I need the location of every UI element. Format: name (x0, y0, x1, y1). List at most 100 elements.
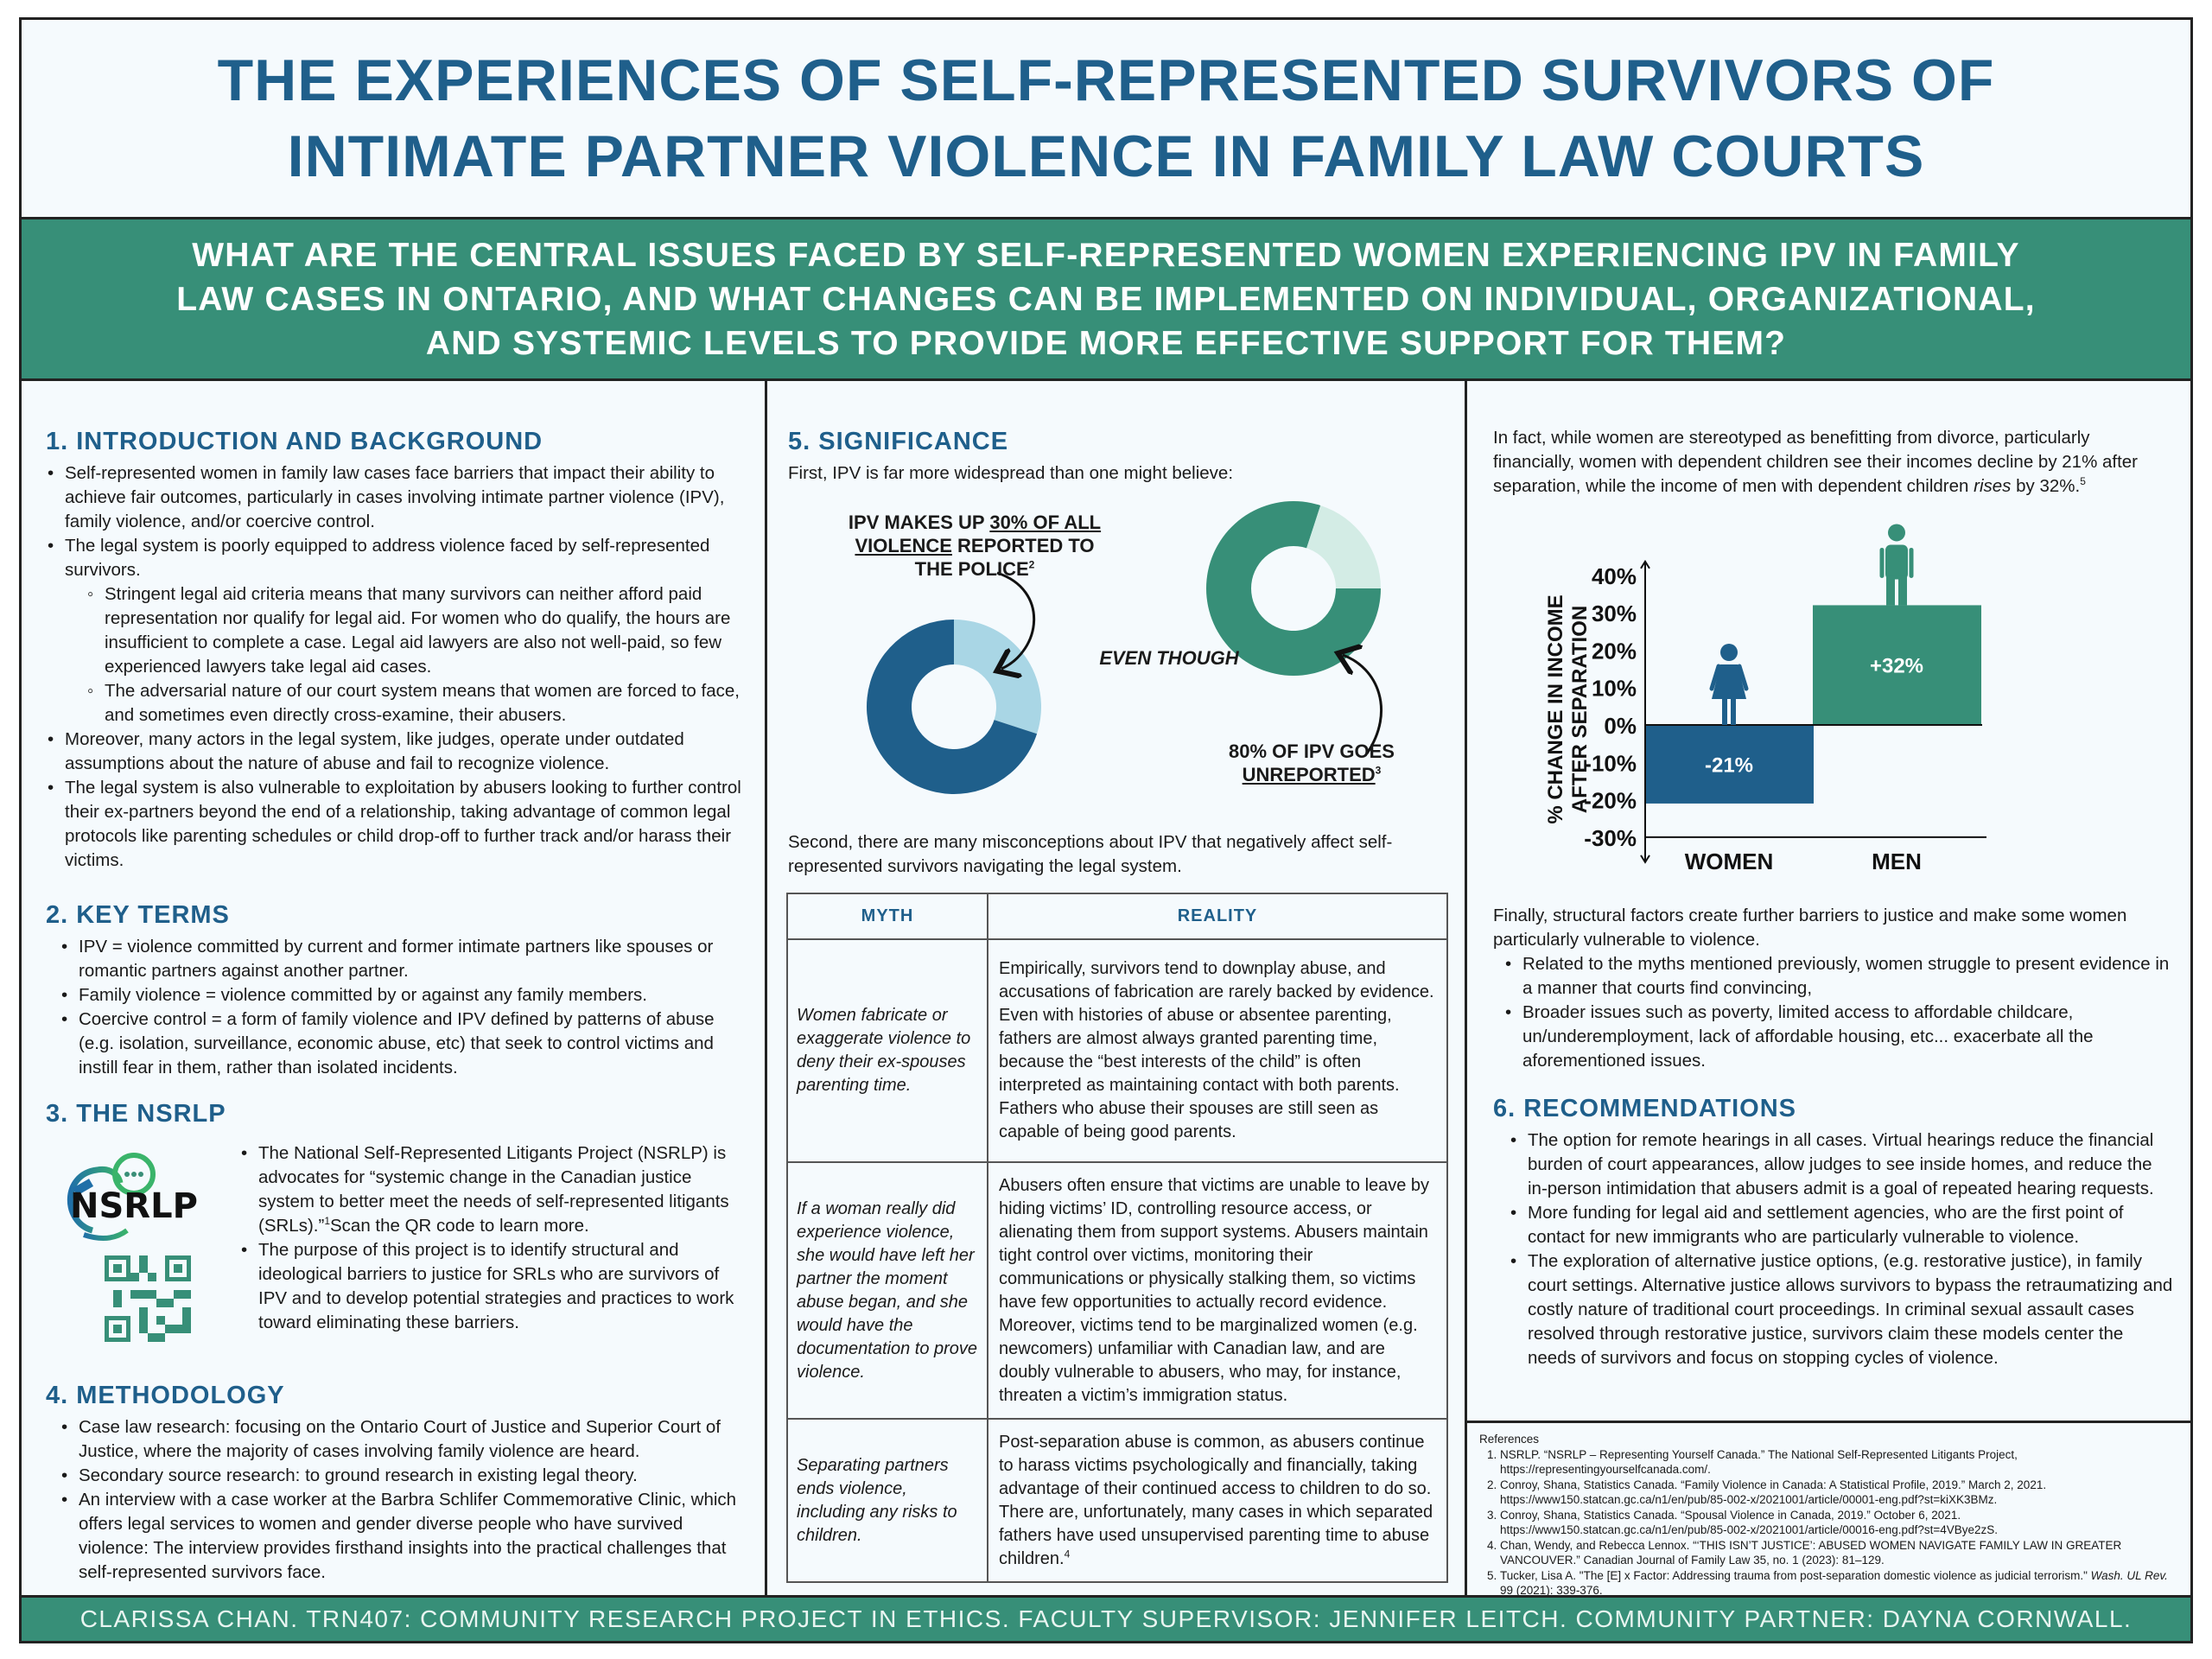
bar-men (1813, 605, 1981, 725)
arms (1709, 664, 1749, 691)
reality-text: Post-separation abuse is common, as abus… (999, 1432, 1433, 1568)
question-line: LAW CASES IN ONTARIO, AND WHAT CHANGES C… (176, 280, 2036, 318)
list-item-text: The National Self-Represented Litigants … (258, 1143, 729, 1236)
donut-slice (1206, 501, 1381, 676)
column-header-myth: MYTH (786, 893, 988, 940)
list-item: An interview with a case worker at the B… (60, 1488, 746, 1585)
body (1712, 664, 1746, 699)
list-item: The legal system is poorly equipped to a… (46, 534, 746, 728)
bar-women (1645, 725, 1814, 804)
section-heading: 5. SIGNIFICANCE (788, 428, 1009, 455)
y-tick-label: -20% (1584, 788, 1637, 814)
head (1888, 524, 1905, 542)
y-axis-title-line: AFTER SEPARATION (1568, 606, 1592, 813)
list-item: Self-represented women in family law cas… (46, 461, 746, 534)
emphasis: rises (1974, 476, 2012, 496)
references-heading: References (1479, 1433, 1540, 1446)
list-item: IPV = violence committed by current and … (60, 935, 746, 983)
qr-code[interactable] (105, 1255, 191, 1342)
myth-reality-table: MYTH REALITY Women fabricate or exaggera… (786, 893, 1448, 1583)
column-header-reality: REALITY (987, 893, 1448, 940)
list-item: Coercive control = a form of family viol… (60, 1007, 746, 1080)
section-methodology: 4. METHODOLOGY Case law research: focusi… (46, 1382, 746, 1585)
leg (1886, 575, 1895, 606)
donut2-label: 80% of IPV goes unreported3 (1225, 740, 1398, 786)
list-item-text: The legal system is poorly equipped to a… (65, 536, 710, 580)
label-text: reported to the police (914, 535, 1095, 580)
title-line: INTIMATE PARTNER VIOLENCE IN FAMILY LAW … (287, 124, 1925, 189)
y-axis-title: % CHANGE IN INCOMEAFTER SEPARATION (1544, 594, 1592, 823)
reference-text: 99 (2021): 339-376. (1500, 1584, 1603, 1597)
leg (1731, 699, 1736, 725)
footnote-ref: 3 (1375, 764, 1382, 777)
table-row: Women fabricate or exaggerate violence t… (786, 938, 1448, 1163)
even-though-label: EVEN THOUGH (1099, 647, 1239, 669)
column-middle: 5. SIGNIFICANCE First, IPV is far more w… (765, 381, 1467, 1599)
list-item: Moreover, many actors in the legal syste… (46, 728, 746, 776)
donut-charts (867, 501, 1382, 794)
category-label: WOMEN (1685, 849, 1774, 874)
arms (1879, 547, 1914, 578)
list-item: Broader issues such as poverty, limited … (1503, 1001, 2176, 1073)
section-heading: 4. METHODOLOGY (46, 1382, 285, 1409)
income-paragraph: In fact, while women are stereotyped as … (1493, 426, 2176, 499)
category-label: MEN (1872, 849, 1922, 874)
section-significance: 5. SIGNIFICANCE First, IPV is far more w… (788, 428, 1453, 486)
table-row: If a woman really did experience violenc… (786, 1161, 1448, 1420)
label-text-underlined: 30% of all violence (855, 512, 1102, 556)
speech-bubble-gavel-icon (67, 1153, 156, 1241)
bar-data-label: -21% (1705, 753, 1753, 777)
myth-cell: Women fabricate or exaggerate violence t… (786, 938, 988, 1163)
poster-title: THE EXPERIENCES OF SELF-REPRESENTED SURV… (22, 20, 2190, 217)
poster: THE EXPERIENCES OF SELF-REPRESENTED SURV… (19, 17, 2193, 1643)
list-item: Family violence = violence committed by … (60, 983, 746, 1007)
section-heading: 2. KEY TERMS (46, 901, 230, 929)
woman-icon (1709, 644, 1749, 725)
body (1885, 544, 1908, 580)
list-item-text: Scan the QR code to learn more. (330, 1216, 589, 1236)
section-key-terms: 2. KEY TERMS IPV = violence committed by… (46, 901, 746, 1080)
section-heading: 1. INTRODUCTION AND BACKGROUND (46, 428, 543, 455)
paragraph-text: In fact, while women are stereotyped as … (1493, 428, 2139, 496)
section-introduction: 1. INTRODUCTION AND BACKGROUND Self-repr… (46, 428, 746, 873)
qr-code-icon (105, 1255, 191, 1342)
list-item: Secondary source research: to ground res… (60, 1464, 746, 1488)
y-axis-title-line: % CHANGE IN INCOME (1544, 594, 1567, 823)
donut-slice (867, 620, 1038, 794)
arrow-to-donut2 (1343, 655, 1382, 754)
list-item: Related to the myths mentioned previousl… (1503, 952, 2176, 1001)
list-item: The legal system is also vulnerable to e… (46, 776, 746, 873)
reality-cell: Post-separation abuse is common, as abus… (987, 1418, 1448, 1583)
list-item: Case law research: focusing on the Ontar… (60, 1415, 746, 1464)
donut-chart-unreported (1206, 501, 1381, 676)
list-item: The purpose of this project is to identi… (239, 1238, 749, 1335)
section-heading: 3. THE NSRLP (46, 1100, 226, 1128)
section-structural: Finally, structural factors create furth… (1493, 904, 2176, 1073)
list-item: More funding for legal aid and settlemen… (1509, 1201, 2176, 1249)
section-nsrlp: 3. THE NSRLP NSRLP (46, 1100, 746, 1342)
paragraph: Second, there are many misconceptions ab… (788, 832, 1393, 876)
table-header-row: MYTH REALITY (786, 893, 1448, 940)
y-tick-label: 10% (1592, 676, 1637, 702)
reference-item: NSRLP. “NSRLP – Representing Yourself Ca… (1500, 1447, 2178, 1478)
paragraph: Finally, structural factors create furth… (1493, 906, 2127, 950)
references: References NSRLP. “NSRLP – Representing … (1467, 1421, 2190, 1599)
head (1720, 644, 1738, 661)
leg (1722, 699, 1727, 725)
column-right: In fact, while women are stereotyped as … (1467, 381, 2190, 1599)
reference-item: Tucker, Lisa A. "The [E] x Factor: Addre… (1500, 1568, 2178, 1599)
arrow-to-donut1 (997, 571, 1036, 669)
leg (1898, 575, 1907, 606)
question-line: WHAT ARE THE CENTRAL ISSUES FACED BY SEL… (192, 236, 2020, 274)
footnote-ref: 1 (324, 1215, 330, 1228)
research-question-banner: WHAT ARE THE CENTRAL ISSUES FACED BY SEL… (22, 217, 2190, 381)
reference-item: Chan, Wendy, and Rebecca Lennox. “‘THIS … (1500, 1538, 2178, 1568)
footnote-ref: 5 (2080, 475, 2086, 488)
donut-chart-reported (867, 620, 1041, 794)
footnote-ref: 4 (1064, 1547, 1071, 1560)
y-axis-arrows (1640, 559, 1650, 864)
list-item: The option for remote hearings in all ca… (1509, 1128, 2176, 1201)
y-tick-label: 30% (1592, 601, 1637, 626)
